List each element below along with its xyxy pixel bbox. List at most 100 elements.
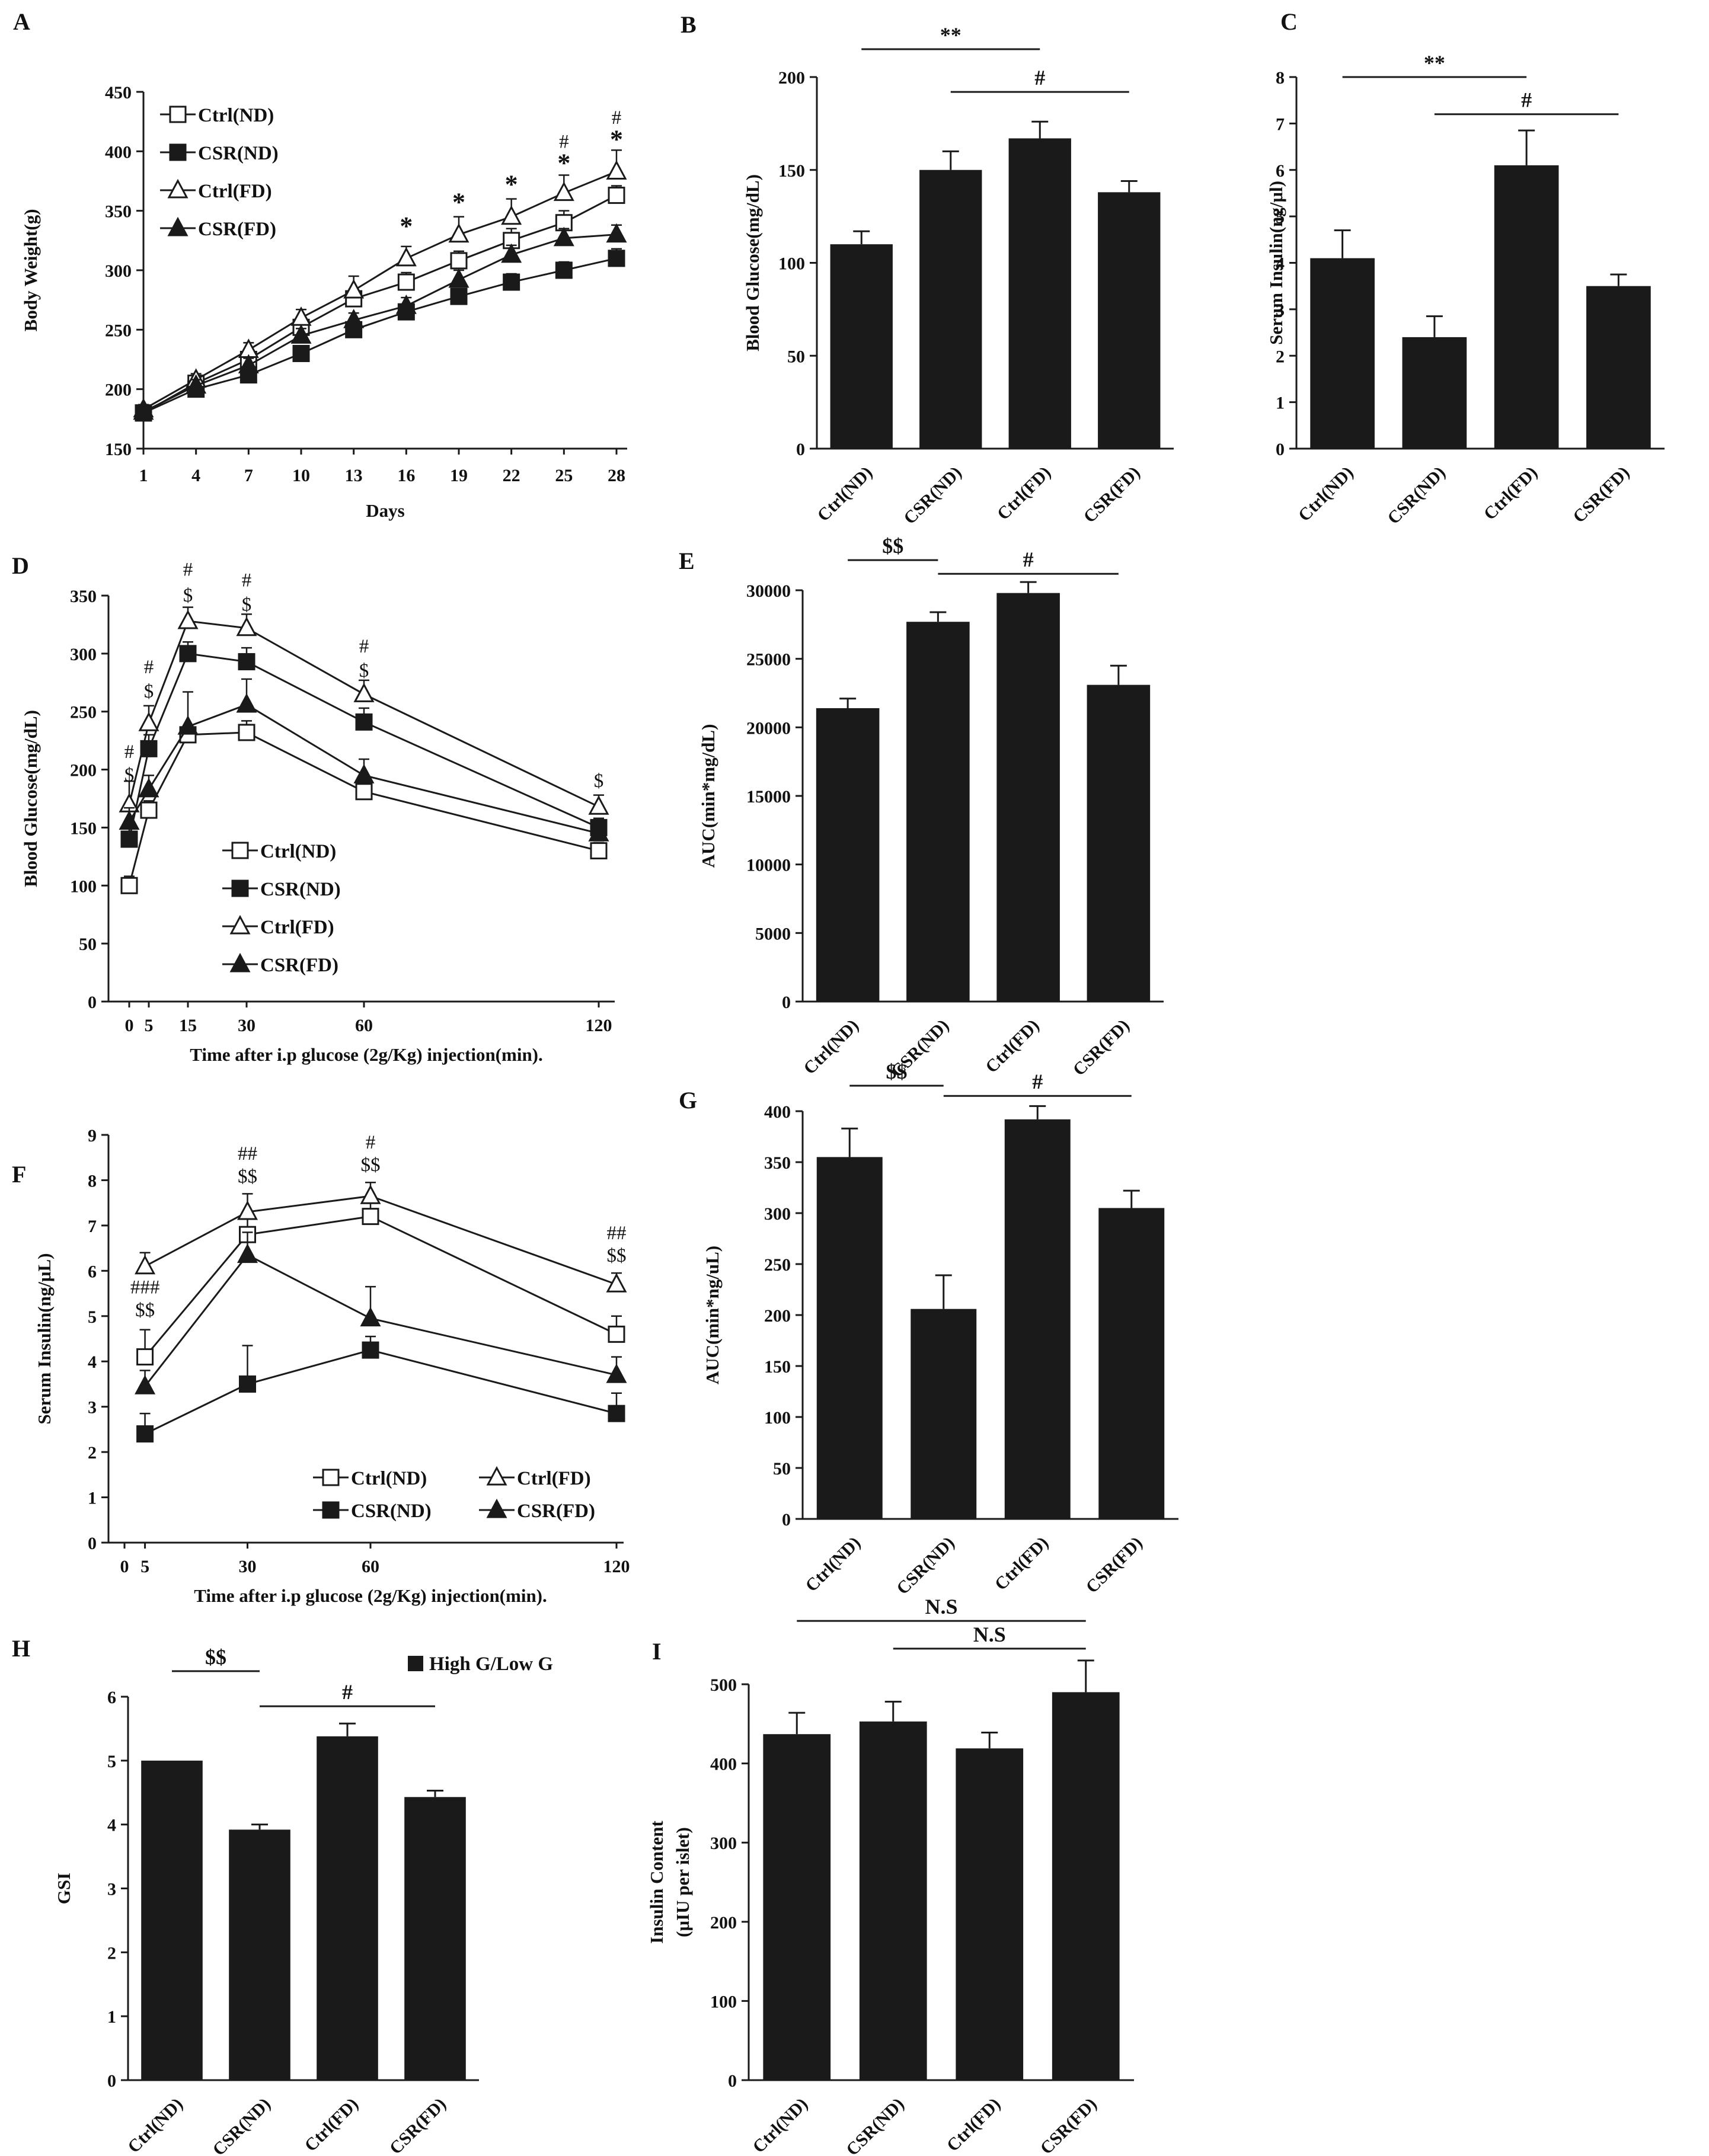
bar [816, 708, 880, 1002]
y-tick-label: 0 [1276, 440, 1285, 459]
legend-label: Ctrl(FD) [517, 1468, 591, 1489]
series-line [143, 171, 617, 411]
category-label: Ctrl(ND) [124, 2094, 187, 2156]
data-point [353, 764, 375, 783]
y-tick-label: 30000 [746, 581, 791, 601]
legend-label: Ctrl(FD) [260, 917, 334, 938]
x-tick-label: 13 [345, 466, 363, 485]
significance-label: $$ [607, 1245, 627, 1266]
panel-label: C [1280, 8, 1298, 35]
legend-marker [167, 216, 189, 236]
y-axis-label: AUC(min*mg/dL) [698, 724, 718, 868]
data-point [606, 223, 627, 243]
y-tick-label: 300 [764, 1204, 791, 1224]
y-tick-label: 100 [710, 1992, 737, 2011]
x-tick-label: 0 [125, 1016, 134, 1035]
y-tick-label: 200 [710, 1913, 737, 1933]
legend-label: CSR(FD) [198, 219, 276, 240]
data-point [355, 783, 373, 801]
bar [404, 1797, 466, 2080]
legend-label: CSR(ND) [351, 1501, 432, 1522]
bar [911, 1309, 977, 1519]
data-point [448, 268, 469, 288]
y-tick-label: 7 [1276, 114, 1285, 134]
panel-label: E [679, 548, 695, 574]
x-tick-label: 1 [139, 466, 148, 485]
data-point [450, 287, 468, 305]
data-point [292, 344, 310, 362]
data-point [395, 247, 417, 267]
y-tick-label: 100 [778, 254, 805, 274]
data-point [135, 1375, 156, 1394]
data-point [237, 1200, 258, 1220]
significance-label: $$ [361, 1154, 381, 1176]
y-tick-label: 100 [70, 877, 97, 896]
significance-label: $ [183, 585, 193, 606]
legend-marker [167, 178, 189, 199]
y-tick-label: 200 [764, 1306, 791, 1326]
category-label: Ctrl(ND) [801, 1533, 864, 1596]
y-tick-label: 250 [70, 703, 97, 722]
panel-c: C 0 1 2 3 4 5 6 7 8 Ctrl(ND) CSR(ND) Ctrl(FD) CSR(FD)… [1266, 8, 1665, 528]
data-point [135, 1255, 156, 1275]
y-tick-label: 250 [764, 1255, 791, 1275]
y-axis-label: Insulin Content [646, 1821, 667, 1944]
series-line [128, 731, 599, 886]
y-tick-label: 5 [88, 1307, 97, 1327]
y-tick-label: 300 [70, 645, 97, 664]
legend-label: CSR(FD) [260, 955, 338, 976]
y-tick-label: 150 [70, 818, 97, 838]
category-label: Ctrl(ND) [749, 2094, 812, 2156]
category-label: Ctrl(FD) [1480, 463, 1541, 524]
data-point [397, 273, 415, 291]
category-label: CSR(ND) [900, 463, 966, 529]
category-label: CSR(FD) [1037, 2094, 1101, 2156]
legend-label: CSR(ND) [260, 879, 341, 900]
significance-label: # [1034, 66, 1045, 89]
x-tick-label: 60 [355, 1016, 373, 1035]
y-tick-label: 6 [107, 1688, 116, 1707]
y-axis-label: GSI [53, 1873, 74, 1904]
panel-label: I [652, 1638, 662, 1665]
y-tick-label: 4 [1276, 254, 1285, 274]
y-tick-label: 1 [88, 1489, 97, 1508]
data-point [606, 1273, 627, 1293]
data-point [177, 609, 199, 629]
data-point [608, 249, 625, 267]
y-axis-label: Serum Insulin(ng/μL) [34, 1253, 55, 1425]
y-tick-label: 3 [107, 1880, 116, 1899]
y-tick-label: 500 [710, 1675, 737, 1695]
series-csr-fd- [135, 1231, 627, 1394]
panel-label: A [13, 8, 30, 35]
y-tick-label: 150 [105, 440, 132, 459]
category-label: Ctrl(FD) [982, 1016, 1043, 1077]
data-point [360, 1307, 381, 1327]
series-ctrl-fd- [119, 606, 609, 815]
significance-label: $$ [882, 534, 903, 558]
y-tick-label: 9 [88, 1126, 97, 1146]
category-label: Ctrl(FD) [301, 2094, 362, 2155]
category-label: CSR(FD) [1069, 1016, 1133, 1080]
legend-marker [169, 143, 187, 161]
data-point [608, 1325, 625, 1343]
x-axis-label: Time after i.p glucose (2g/Kg) injection… [190, 1044, 543, 1065]
panel-label: G [679, 1087, 697, 1114]
x-tick-label: 25 [555, 466, 573, 485]
legend-marker [322, 1501, 340, 1519]
y-tick-label: 400 [710, 1755, 737, 1774]
panel-i: I 0 100 200 300 400 500 Ctrl(ND) CSR(ND) Ctrl(FD)… [646, 1595, 1134, 2156]
x-tick-label: 28 [608, 466, 625, 485]
bar [830, 244, 893, 449]
significance-label: ### [130, 1277, 160, 1298]
category-label: CSR(FD) [1569, 463, 1633, 527]
legend-label: Ctrl(ND) [351, 1468, 427, 1489]
data-point [239, 1375, 256, 1393]
x-tick-label: 120 [586, 1016, 612, 1035]
y-tick-label: 2 [107, 1943, 116, 1963]
y-tick-label: 5000 [755, 924, 791, 943]
significance-label: ** [940, 23, 961, 47]
data-point [606, 160, 627, 180]
y-axis-label: Blood Glucose(mg/dL) [20, 710, 41, 887]
y-axis-label: Serum Insulin(ng/μl) [1266, 181, 1286, 345]
